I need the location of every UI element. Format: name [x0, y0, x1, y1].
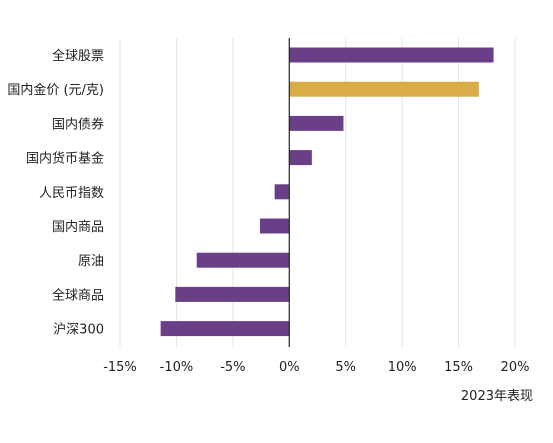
bar [160, 321, 290, 337]
category-label: 沪深300 [53, 322, 104, 338]
category-label: 国内债券 [52, 116, 104, 132]
bar [259, 218, 290, 234]
bar [289, 115, 344, 131]
bar [175, 286, 290, 302]
x-axis-title: 2023年表现 [461, 389, 533, 404]
category-label: 原油 [78, 254, 104, 269]
x-tick-label: -15% [103, 360, 137, 375]
category-label: 国内金价 (元/克) [7, 82, 104, 98]
category-label: 全球股票 [52, 48, 104, 64]
category-label: 人民币指数 [39, 186, 104, 201]
category-label: 全球商品 [52, 287, 104, 303]
x-tick-label: 5% [335, 360, 356, 375]
category-label: 国内商品 [52, 219, 104, 235]
x-tick-label: 15% [444, 360, 473, 375]
x-tick-label: 10% [388, 360, 417, 375]
x-tick-label: -10% [160, 360, 194, 375]
bar [289, 47, 494, 63]
x-tick-label: 0% [279, 360, 300, 375]
category-label: 国内货币基金 [26, 151, 104, 167]
x-tick-label: 20% [501, 360, 530, 375]
bars [160, 47, 494, 337]
bar [289, 150, 312, 166]
bar [196, 252, 290, 268]
bar [289, 81, 479, 97]
x-tick-label: -5% [220, 360, 245, 375]
x-tick-labels: -15% -10% -5% 0% 5% 10% 15% 20% [103, 360, 529, 375]
bar [274, 184, 290, 200]
